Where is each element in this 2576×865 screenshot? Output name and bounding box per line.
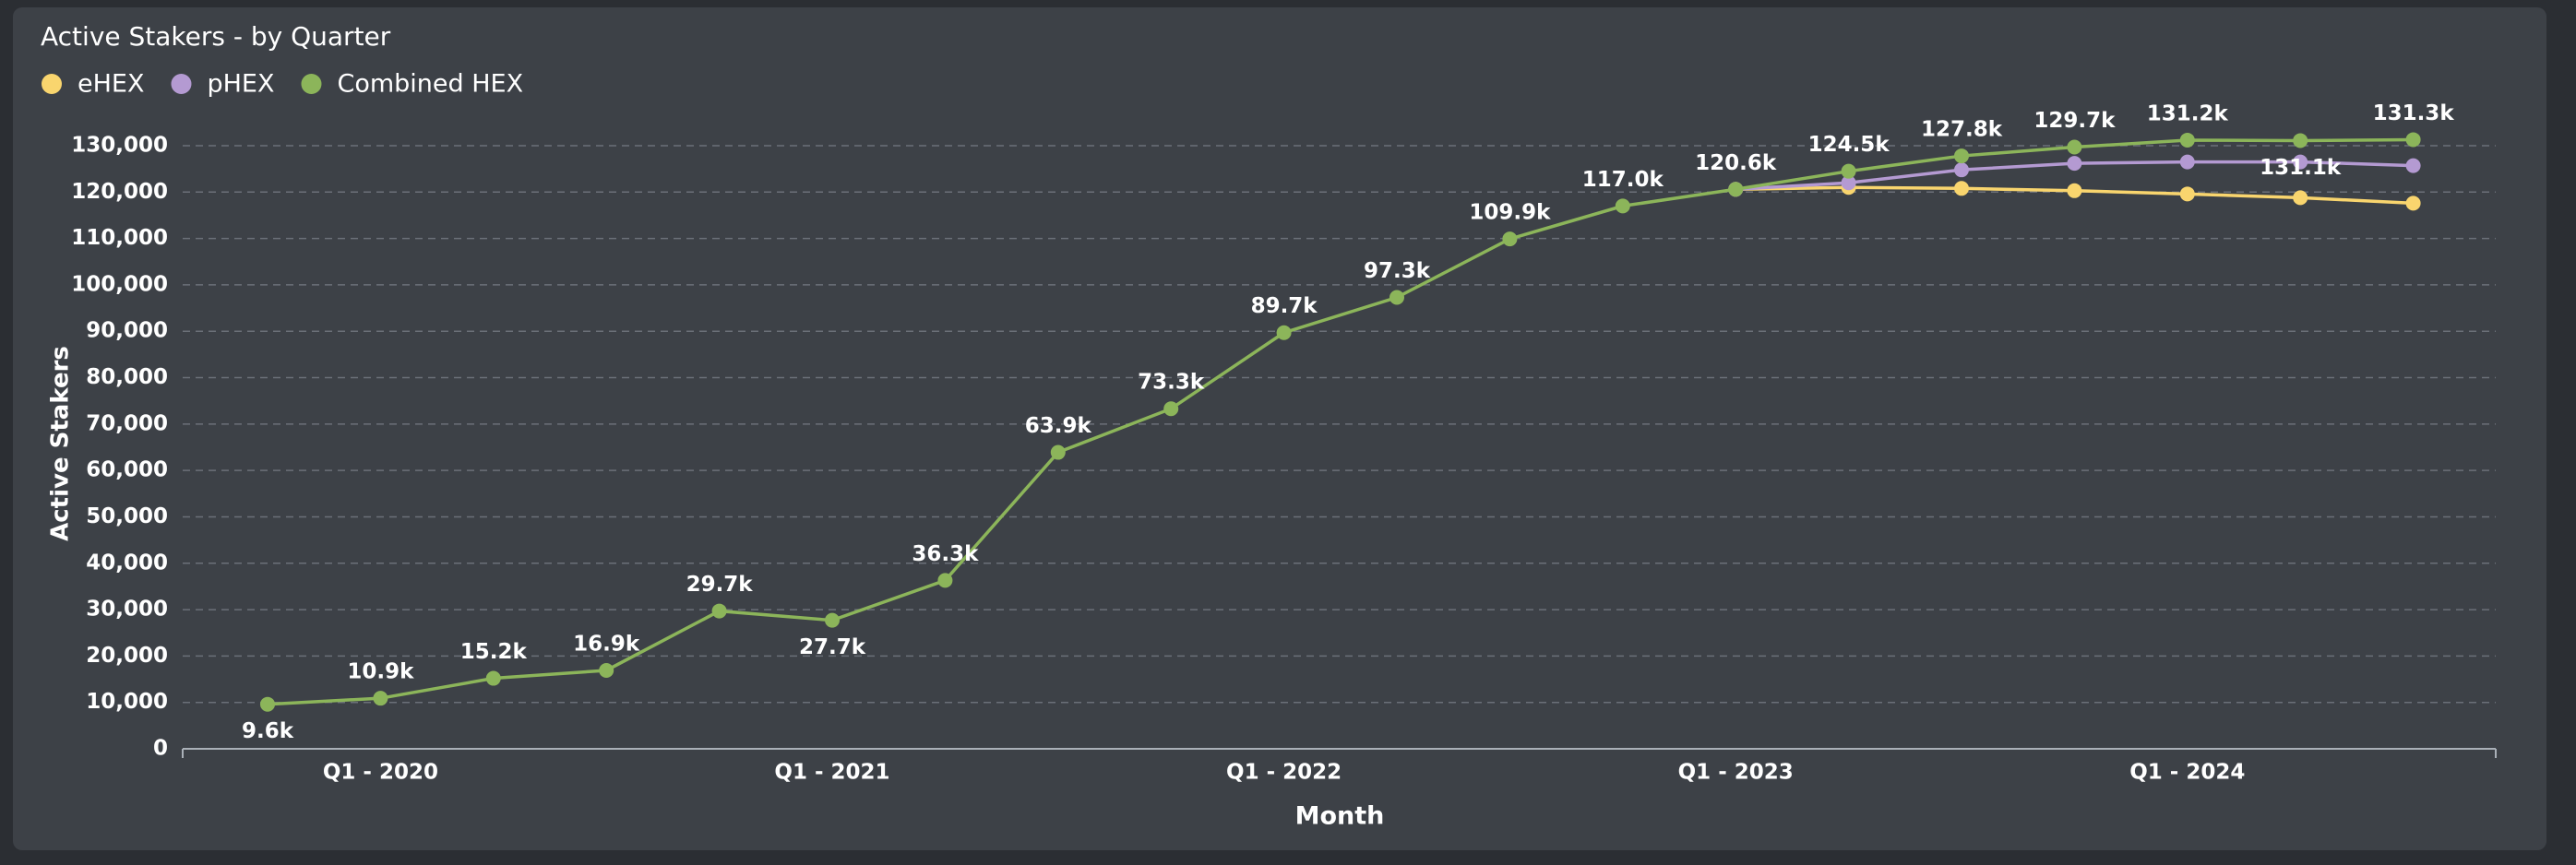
- data-point: [1276, 325, 1292, 340]
- data-point: [2293, 154, 2308, 170]
- data-point: [825, 612, 840, 628]
- legend-label: Combined HEX: [337, 70, 523, 99]
- data-point: [1502, 231, 1518, 247]
- y-tick-label: 100,000: [71, 272, 168, 296]
- data-point: [2405, 158, 2421, 173]
- data-point: [2067, 183, 2082, 198]
- legend-marker: [171, 74, 192, 94]
- data-point: [1954, 148, 1969, 164]
- data-label: 10.9k: [347, 660, 414, 684]
- data-point: [1954, 162, 1969, 178]
- data-point: [1841, 175, 1856, 191]
- y-tick-label: 10,000: [86, 690, 168, 714]
- panel: [13, 7, 2546, 850]
- data-label: 117.0k: [1582, 168, 1664, 192]
- y-tick-label: 30,000: [86, 598, 168, 622]
- y-axis-label: Active Stakers: [47, 346, 75, 541]
- x-tick-label: Q1 - 2024: [2129, 761, 2245, 785]
- data-label: 127.8k: [1921, 118, 2003, 142]
- y-tick-label: 120,000: [71, 180, 168, 204]
- data-label: 109.9k: [1469, 201, 1551, 225]
- y-tick-label: 80,000: [86, 365, 168, 389]
- data-point: [373, 691, 388, 706]
- data-point: [1050, 444, 1066, 460]
- data-label: 36.3k: [912, 542, 979, 566]
- y-tick-label: 50,000: [86, 504, 168, 528]
- y-tick-label: 60,000: [86, 458, 168, 482]
- data-label: 27.7k: [799, 635, 866, 659]
- y-tick-label: 20,000: [86, 644, 168, 668]
- data-label: 129.7k: [2033, 109, 2116, 133]
- data-label: 131.2k: [2147, 101, 2229, 125]
- y-tick-label: 70,000: [86, 411, 168, 435]
- data-point: [2405, 132, 2421, 148]
- data-label: 124.5k: [1808, 133, 1890, 157]
- data-label: 63.9k: [1025, 414, 1092, 438]
- data-label: 89.7k: [1251, 294, 1318, 318]
- data-point: [1841, 163, 1856, 179]
- legend-label: pHEX: [207, 70, 274, 99]
- series-line: [267, 137, 2414, 706]
- data-point: [2405, 196, 2421, 211]
- y-tick-label: 40,000: [86, 551, 168, 575]
- data-point: [1728, 182, 1744, 197]
- data-point: [937, 573, 953, 588]
- data-point: [2179, 186, 2195, 202]
- data-point: [2067, 156, 2082, 172]
- data-point: [2067, 139, 2082, 155]
- data-point: [260, 696, 275, 712]
- x-tick-label: Q1 - 2022: [1226, 761, 1342, 785]
- data-label: 29.7k: [686, 573, 754, 597]
- data-point: [2179, 132, 2195, 148]
- legend-marker: [301, 74, 322, 94]
- data-point: [485, 670, 501, 686]
- data-label: 16.9k: [573, 632, 640, 656]
- data-point: [2293, 190, 2308, 206]
- data-label: 9.6k: [242, 719, 294, 743]
- data-label: 97.3k: [1364, 259, 1431, 283]
- data-label: 120.6k: [1695, 151, 1777, 175]
- data-point: [711, 603, 727, 619]
- x-axis-label: Month: [1295, 802, 1385, 831]
- x-tick-label: Q1 - 2023: [1678, 761, 1794, 785]
- data-point: [2179, 154, 2195, 170]
- data-label: 73.3k: [1138, 371, 1205, 395]
- y-tick-label: 130,000: [71, 134, 168, 158]
- data-point: [1389, 290, 1404, 305]
- data-label: 15.2k: [460, 640, 528, 664]
- data-point: [1163, 401, 1179, 417]
- data-point: [1954, 181, 1969, 196]
- y-tick-label: 110,000: [71, 226, 168, 250]
- data-point: [1615, 198, 1630, 214]
- data-point: [599, 662, 614, 678]
- legend-marker: [42, 74, 62, 94]
- chart-title: Active Stakers - by Quarter: [41, 21, 391, 52]
- y-tick-label: 90,000: [86, 319, 168, 343]
- data-label: 131.3k: [2373, 101, 2455, 125]
- legend-label: eHEX: [78, 70, 144, 99]
- data-point: [2293, 133, 2308, 148]
- x-tick-label: Q1 - 2021: [774, 761, 889, 785]
- data-label: 131.1k: [2260, 156, 2342, 180]
- x-tick-label: Q1 - 2020: [323, 761, 438, 785]
- y-tick-label: 0: [153, 737, 168, 761]
